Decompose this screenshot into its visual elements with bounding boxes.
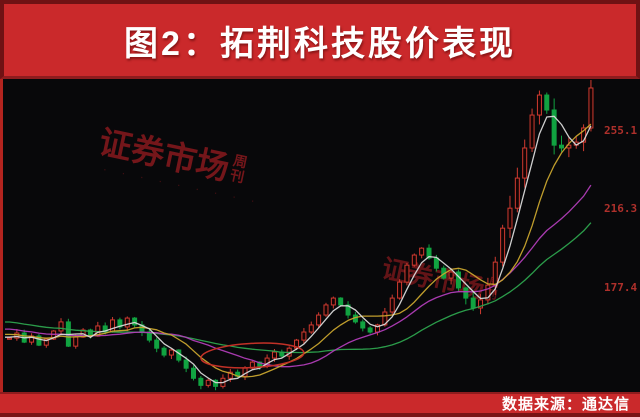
plot-area <box>5 80 594 391</box>
candlestick-canvas <box>5 80 594 391</box>
y-axis-tick: 216.3 <box>604 202 638 216</box>
candle <box>191 367 196 379</box>
candle <box>522 147 528 179</box>
candle <box>205 379 211 386</box>
candle <box>345 304 351 316</box>
candle <box>257 361 263 367</box>
ma-line-ma-short <box>5 115 592 384</box>
candle <box>455 271 461 289</box>
ma-line-ma-mid <box>5 123 592 378</box>
candle <box>124 317 130 328</box>
candle <box>154 339 160 349</box>
candle <box>411 254 417 266</box>
candle <box>271 351 277 359</box>
candle <box>389 297 395 313</box>
candle <box>198 377 204 386</box>
figure-title-banner: 图2：拓荆科技股价表现 <box>0 0 640 79</box>
candle <box>36 335 42 346</box>
candle <box>294 339 300 349</box>
candle <box>330 297 336 306</box>
candle <box>117 319 123 328</box>
candle <box>514 177 520 209</box>
candle <box>51 330 57 340</box>
candle <box>581 127 587 143</box>
candle <box>500 227 506 263</box>
candle <box>301 331 307 341</box>
candle <box>227 371 233 379</box>
candle <box>588 87 594 129</box>
candle <box>110 319 116 333</box>
y-axis-tick: 255.1 <box>604 124 638 137</box>
candle <box>448 271 454 279</box>
candle <box>161 347 167 356</box>
candle <box>132 317 138 326</box>
candle <box>478 299 484 309</box>
candle <box>367 327 373 333</box>
candle <box>492 261 498 286</box>
candle <box>43 338 49 346</box>
candle <box>168 349 174 356</box>
candle <box>404 264 410 283</box>
candle <box>316 314 322 326</box>
candle <box>183 359 189 369</box>
candle <box>308 324 314 333</box>
candle <box>73 336 79 347</box>
data-source-label: 数据来源：通达信 <box>501 396 630 413</box>
candle <box>213 379 219 387</box>
y-axis-tick: 177.4 <box>604 280 638 294</box>
candle <box>544 94 550 111</box>
candle <box>559 144 564 149</box>
ma-line-ma-long <box>5 184 592 368</box>
candle <box>397 281 403 299</box>
candle <box>470 297 476 309</box>
candle <box>382 311 388 326</box>
candle <box>338 297 344 306</box>
candle <box>7 337 12 340</box>
candle <box>419 247 425 256</box>
candle <box>485 284 491 301</box>
candle <box>507 207 513 229</box>
candle <box>529 114 535 149</box>
candle <box>323 304 329 316</box>
candle <box>360 321 366 329</box>
candle <box>58 321 64 332</box>
annotation-ellipse <box>200 342 305 369</box>
candle <box>176 349 182 361</box>
data-source-bar: 数据来源：通达信 <box>0 392 640 417</box>
figure-title: 图2：拓荆科技股价表现 <box>124 24 516 63</box>
candle <box>463 287 469 299</box>
candle <box>551 109 557 146</box>
candle <box>433 257 439 269</box>
candle <box>426 247 432 259</box>
candle <box>536 94 542 116</box>
